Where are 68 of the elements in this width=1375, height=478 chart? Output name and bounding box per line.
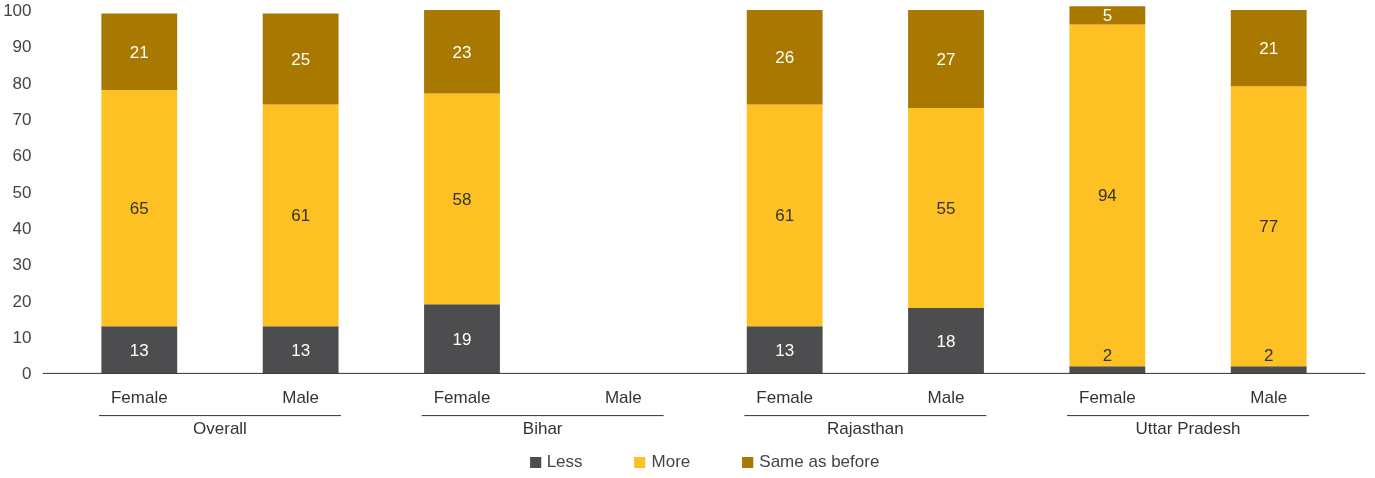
bar	[262, 326, 339, 374]
bar	[1230, 86, 1307, 367]
text: Bihar	[522, 419, 563, 439]
data-label: 23	[452, 42, 472, 62]
y-tick-label: 30	[12, 255, 32, 275]
x-tick-label: Male	[927, 388, 965, 408]
data-label: 5	[1102, 6, 1113, 26]
data-label: 77	[1259, 217, 1279, 237]
x-tick-label: Male	[1250, 388, 1288, 408]
x-tick-label: Female	[110, 388, 168, 408]
data-label: 25	[291, 50, 311, 70]
data-label: 55	[936, 199, 956, 219]
data-label: 19	[452, 329, 472, 349]
bar	[262, 104, 339, 327]
bar	[908, 108, 984, 308]
bar	[262, 13, 339, 105]
bar	[101, 89, 178, 327]
data-label: 58	[452, 189, 472, 209]
data-label: 27	[936, 50, 956, 70]
bar	[746, 104, 823, 327]
data-label: 21	[129, 42, 149, 62]
x-tick-label: Male	[604, 388, 642, 408]
bar	[1230, 366, 1307, 374]
bar	[1069, 6, 1146, 25]
data-label: 94	[1097, 186, 1117, 206]
x-tick-label: Female	[1079, 388, 1136, 408]
bar	[101, 326, 178, 374]
y-tick-label: 50	[12, 182, 32, 202]
x-tick-label: Female	[756, 388, 814, 408]
data-label: 65	[129, 199, 149, 219]
y-tick-label: 0	[22, 364, 32, 384]
data-label: 61	[291, 206, 311, 226]
x-tick-label: Male	[282, 388, 320, 408]
bar	[1069, 24, 1146, 367]
legend-label: Less	[546, 452, 583, 472]
y-tick-label: 90	[12, 37, 32, 57]
bar	[746, 9, 823, 105]
y-tick-label: 20	[12, 291, 32, 311]
bar	[424, 304, 500, 374]
data-label: 13	[291, 340, 311, 360]
y-tick-label: 40	[12, 219, 32, 239]
bar	[908, 9, 984, 109]
data-label: 18	[936, 331, 956, 351]
y-tick-label: 60	[12, 146, 32, 166]
text: Overall	[193, 419, 247, 439]
data-label: 21	[1259, 39, 1279, 59]
data-label: 61	[775, 206, 795, 226]
data-label: 13	[129, 340, 149, 360]
y-tick-label: 10	[12, 328, 32, 348]
legend-label: Same as before	[759, 452, 880, 472]
data-label: 13	[775, 340, 795, 360]
y-tick-label: 100	[3, 0, 32, 20]
data-label: 2	[1102, 346, 1113, 366]
text: Uttar Pradesh	[1135, 419, 1241, 439]
bar	[1230, 9, 1307, 87]
y-tick-label: 70	[12, 110, 32, 129]
bar	[1069, 366, 1146, 374]
data-label: 2	[1263, 346, 1274, 366]
bar	[908, 307, 984, 374]
bar	[101, 13, 178, 90]
x-tick-label: Female	[433, 388, 491, 408]
legend-label: More	[651, 452, 691, 472]
data-label: 26	[775, 48, 795, 68]
y-tick-label: 80	[12, 73, 32, 93]
bar	[746, 326, 823, 374]
bar	[424, 93, 500, 305]
bar	[424, 9, 500, 94]
text: Rajasthan	[827, 419, 904, 439]
